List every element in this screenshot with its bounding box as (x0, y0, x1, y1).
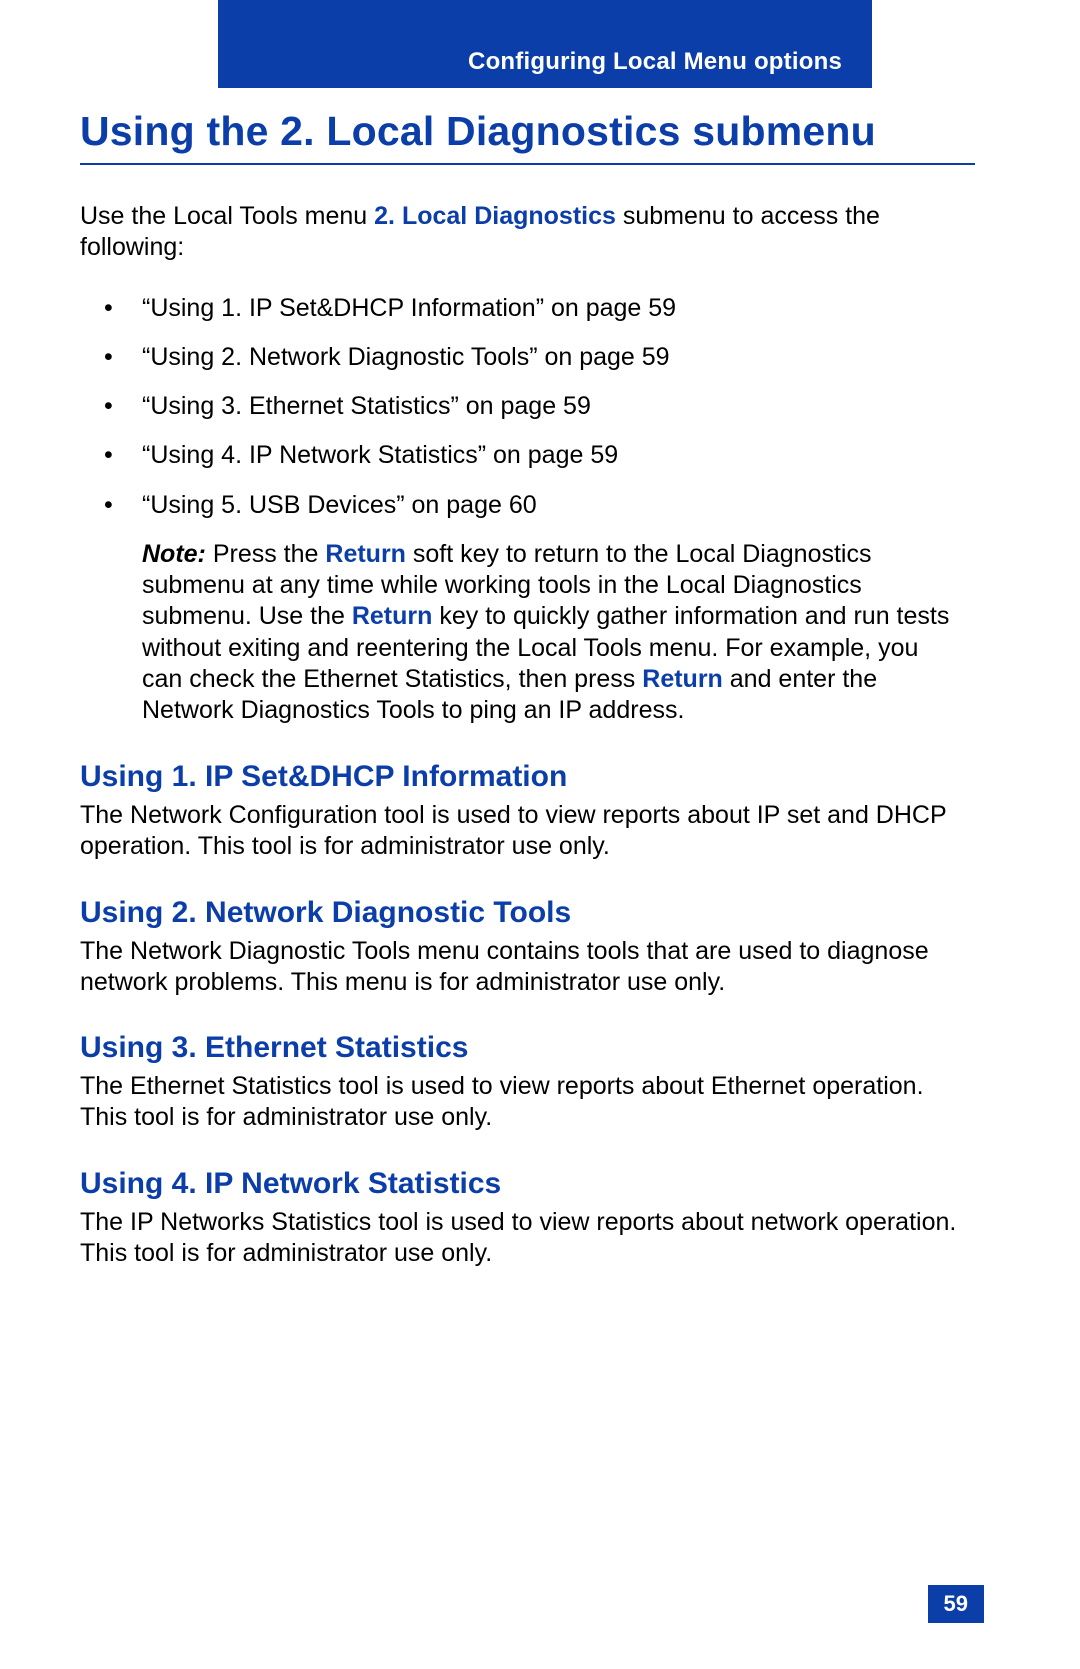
header-tab: Configuring Local Menu options (218, 0, 872, 88)
list-item-text: “Using 1. IP Set&DHCP Information” on pa… (142, 294, 676, 322)
return-key: Return (642, 665, 723, 693)
section-body: The Network Configuration tool is used t… (80, 800, 965, 862)
section-body: The Ethernet Statistics tool is used to … (80, 1071, 965, 1133)
list-item: “Using 5. USB Devices” on page 60 (104, 490, 960, 521)
list-item-text: “Using 5. USB Devices” on page 60 (142, 491, 537, 519)
section-body: The IP Networks Statistics tool is used … (80, 1207, 965, 1269)
content-area: Using the 2. Local Diagnostics submenu U… (80, 108, 1000, 1268)
section-body: The Network Diagnostic Tools menu contai… (80, 936, 965, 998)
section-heading: Using 4. IP Network Statistics (80, 1167, 1000, 1201)
page-number: 59 (928, 1585, 984, 1623)
intro-pre: Use the Local Tools menu (80, 202, 374, 230)
return-key: Return (325, 540, 406, 568)
list-item: “Using 1. IP Set&DHCP Information” on pa… (104, 293, 960, 324)
intro-bold: 2. Local Diagnostics (374, 202, 616, 230)
page-number-text: 59 (944, 1591, 968, 1616)
section-heading: Using 2. Network Diagnostic Tools (80, 896, 1000, 930)
return-key: Return (352, 602, 433, 630)
list-item-text: “Using 3. Ethernet Statistics” on page 5… (142, 392, 591, 420)
page: Configuring Local Menu options Using the… (0, 0, 1080, 1669)
breadcrumb: Configuring Local Menu options (468, 48, 842, 76)
list-item: “Using 4. IP Network Statistics” on page… (104, 440, 960, 471)
list-item-text: “Using 4. IP Network Statistics” on page… (142, 441, 618, 469)
intro-paragraph: Use the Local Tools menu 2. Local Diagno… (80, 201, 960, 263)
note-seg: Press the (206, 540, 326, 568)
note-label: Note: (142, 540, 206, 568)
section-heading: Using 3. Ethernet Statistics (80, 1031, 1000, 1065)
list-item: “Using 2. Network Diagnostic Tools” on p… (104, 342, 960, 373)
note-paragraph: Note: Press the Return soft key to retur… (142, 539, 962, 727)
bullet-list: “Using 1. IP Set&DHCP Information” on pa… (104, 293, 960, 521)
list-item-text: “Using 2. Network Diagnostic Tools” on p… (142, 343, 670, 371)
section-heading: Using 1. IP Set&DHCP Information (80, 760, 1000, 794)
page-title: Using the 2. Local Diagnostics submenu (80, 108, 975, 165)
list-item: “Using 3. Ethernet Statistics” on page 5… (104, 391, 960, 422)
